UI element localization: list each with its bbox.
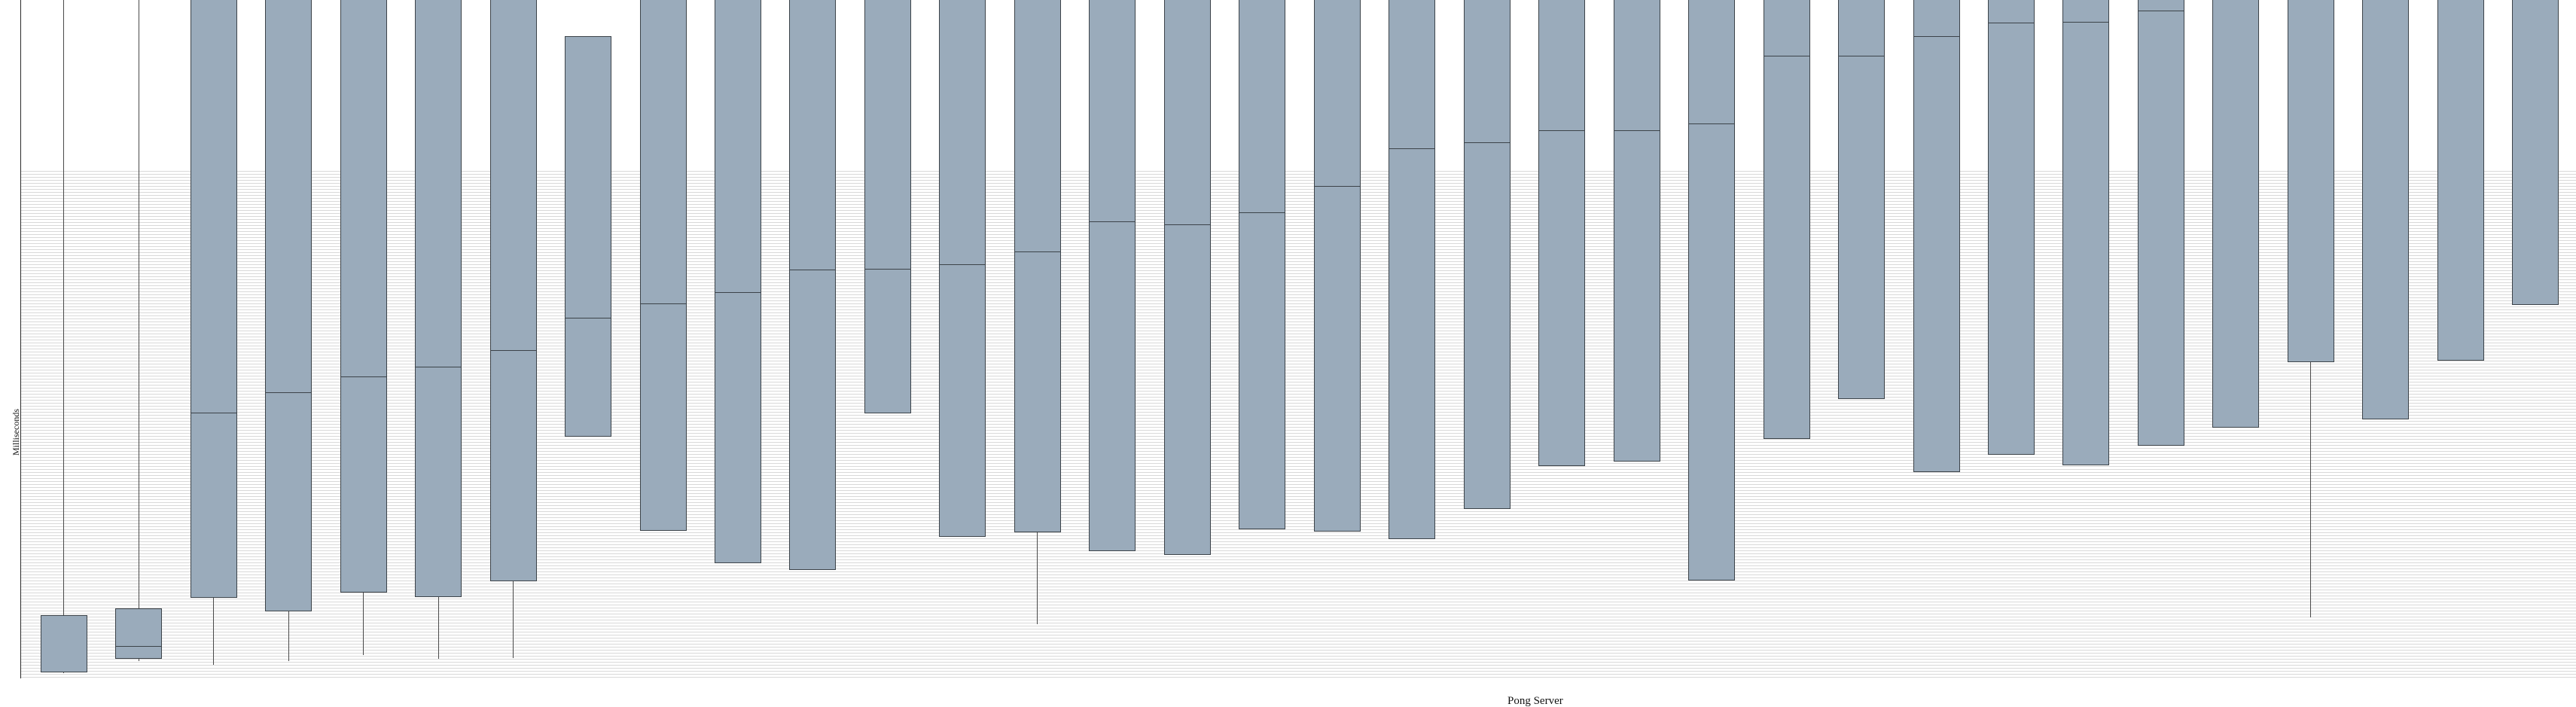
median-line [1389, 148, 1436, 149]
box-iqr [789, 0, 837, 571]
box-iqr [565, 35, 612, 437]
boxplot-box[interactable] [2062, 0, 2110, 678]
box-iqr [1463, 0, 1511, 510]
box-iqr [115, 608, 163, 660]
boxplot-box[interactable] [789, 0, 837, 678]
box-iqr [1538, 0, 1586, 467]
median-line [1538, 130, 1586, 131]
box-iqr [939, 0, 986, 537]
boxplot-box[interactable] [265, 0, 312, 678]
median-line [115, 645, 163, 647]
box-iqr [2062, 0, 2110, 465]
box-iqr [1838, 0, 1886, 399]
box-iqr [864, 0, 911, 413]
box-iqr [714, 0, 761, 563]
boxplot-box[interactable] [2512, 0, 2559, 678]
box-iqr [639, 0, 687, 531]
median-line [939, 264, 986, 266]
box-iqr [2512, 0, 2559, 306]
box-iqr [2437, 0, 2484, 361]
boxplot-box[interactable] [489, 0, 537, 678]
median-line [1239, 212, 1286, 214]
median-line [1014, 251, 1061, 252]
boxplot-box[interactable] [1389, 0, 1436, 678]
boxplot-box[interactable] [639, 0, 687, 678]
box-iqr [1613, 0, 1660, 462]
median-line [1613, 130, 1660, 131]
box-iqr [1089, 0, 1136, 551]
boxplot-box[interactable] [565, 0, 612, 678]
box-iqr [1014, 0, 1061, 533]
boxplot-box[interactable] [1763, 0, 1810, 678]
median-line [1089, 221, 1136, 223]
box-iqr [2287, 0, 2334, 363]
box-iqr [265, 0, 312, 611]
boxplot-box[interactable] [1163, 0, 1211, 678]
boxplot-box[interactable] [2137, 0, 2184, 678]
box-iqr [190, 0, 237, 599]
boxplot-box[interactable] [1688, 0, 1736, 678]
median-line [1688, 123, 1736, 125]
boxplot-box[interactable] [115, 0, 163, 678]
box-iqr [415, 0, 462, 597]
boxplot-box[interactable] [40, 0, 87, 678]
boxplot-box[interactable] [1313, 0, 1361, 678]
boxplot-box[interactable] [864, 0, 911, 678]
boxplot-box[interactable] [1538, 0, 1586, 678]
median-line [1913, 35, 1960, 37]
median-line [639, 303, 687, 304]
box-iqr [1913, 0, 1960, 473]
boxplot-box[interactable] [1463, 0, 1511, 678]
boxplot-box[interactable] [1987, 0, 2035, 678]
boxplot-box[interactable] [2212, 0, 2260, 678]
box-iqr [1688, 0, 1736, 581]
boxplot-box[interactable] [2437, 0, 2484, 678]
boxplot-box[interactable] [2362, 0, 2410, 678]
boxplot-box[interactable] [1089, 0, 1136, 678]
box-iqr [489, 0, 537, 582]
plot-area: 010002000300040005000 conduit.rsconduit.… [20, 0, 2576, 678]
median-line [714, 291, 761, 293]
box-iqr [1389, 0, 1436, 539]
box-iqr [2212, 0, 2260, 428]
boxplot-box[interactable] [1239, 0, 1286, 678]
boxplot-box[interactable] [415, 0, 462, 678]
boxplot-box[interactable] [1014, 0, 1061, 678]
boxplot-box[interactable] [2287, 0, 2334, 678]
y-axis-line [20, 0, 21, 678]
median-line [340, 376, 387, 378]
boxplot-box[interactable] [1613, 0, 1660, 678]
grid-band [20, 169, 2576, 678]
box-iqr [340, 0, 387, 593]
median-line [2062, 22, 2110, 23]
median-line [1163, 224, 1211, 226]
boxplot-box[interactable] [1838, 0, 1886, 678]
box-iqr [1987, 0, 2035, 456]
boxplot-box[interactable] [190, 0, 237, 678]
box-iqr [1313, 0, 1361, 532]
median-line [265, 392, 312, 393]
boxplot-box[interactable] [714, 0, 761, 678]
x-axis-title: Pong Server [1507, 695, 1563, 707]
box-iqr [2137, 0, 2184, 446]
box-iqr [1763, 0, 1810, 439]
median-line [1463, 142, 1511, 143]
y-axis-title: Milliseconds [11, 408, 21, 456]
median-line [864, 268, 911, 270]
box-iqr [1163, 0, 1211, 556]
box-iqr [40, 615, 87, 672]
median-line [1313, 186, 1361, 187]
boxplot-box[interactable] [340, 0, 387, 678]
boxplot-box[interactable] [939, 0, 986, 678]
median-line [489, 350, 537, 351]
boxplot-box[interactable] [1913, 0, 1960, 678]
box-iqr [2362, 0, 2410, 420]
box-iqr [1239, 0, 1286, 530]
whisker-line [63, 0, 65, 674]
